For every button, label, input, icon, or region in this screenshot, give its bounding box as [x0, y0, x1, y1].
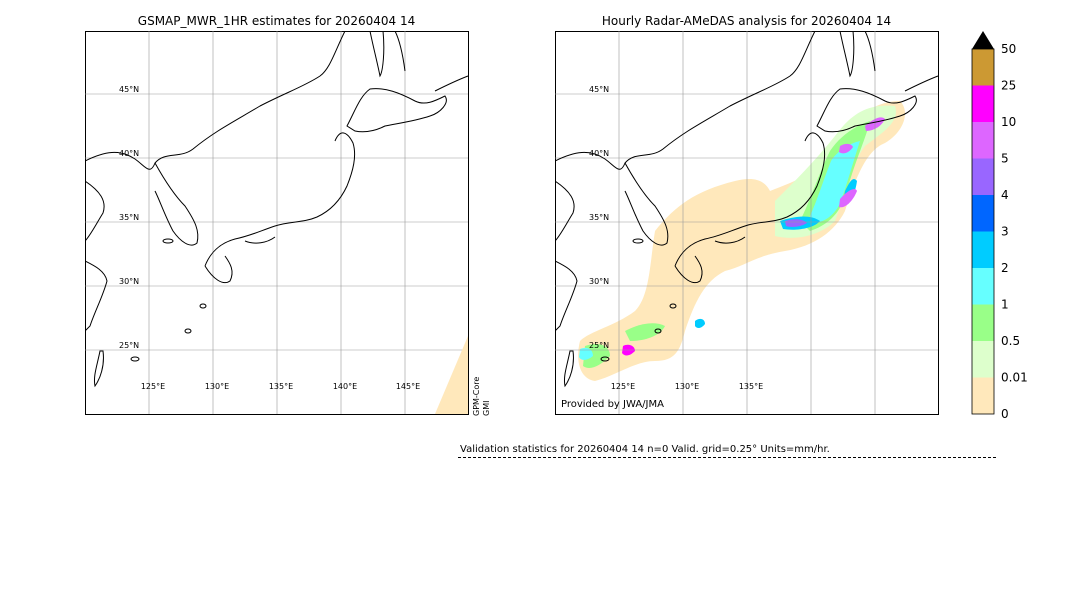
- lon-label: 145°E: [396, 382, 420, 391]
- colorbar-swatch: [972, 85, 994, 122]
- colorbar-swatch: [972, 195, 994, 232]
- data-credit: Provided by JWA/JMA: [561, 399, 664, 410]
- lat-label: 25°N: [589, 341, 609, 350]
- colorbar: 50 25 10 5 4 3 2 1 0.5 0.01 0: [971, 31, 1028, 421]
- svg-text:GPM-Core: GPM-Core: [472, 377, 481, 416]
- colorbar-label: 0: [1001, 407, 1009, 421]
- right-precip-field: [578, 101, 905, 381]
- colorbar-labels: 50 25 10 5 4 3 2 1 0.5 0.01 0: [1001, 42, 1028, 421]
- right-coastlines: [555, 31, 939, 332]
- colorbar-label: 2: [1001, 261, 1009, 275]
- left-lat-labels: 45°N 40°N 35°N 30°N 25°N: [119, 85, 139, 350]
- colorbar-label: 50: [1001, 42, 1016, 56]
- lat-label: 30°N: [589, 277, 609, 286]
- colorbar-swatch: [972, 304, 994, 341]
- left-map: 45°N 40°N 35°N 30°N 25°N 125°E 130°E 135…: [85, 31, 469, 415]
- colorbar-swatch: [972, 49, 994, 86]
- lon-label: 140°E: [333, 382, 357, 391]
- right-map: 45°N 40°N 35°N 30°N 25°N 125°E 130°E 135…: [555, 31, 939, 415]
- right-map-title: Hourly Radar-AMeDAS analysis for 2026040…: [601, 14, 892, 28]
- right-lon-labels: 125°E 130°E 135°E: [611, 382, 763, 391]
- colorbar-label: 4: [1001, 188, 1009, 202]
- sensor-label: GPM-Core GMI: [472, 377, 491, 416]
- left-gridlines: [85, 31, 468, 414]
- lon-label: 130°E: [205, 382, 229, 391]
- colorbar-blocks: [972, 49, 994, 414]
- lon-label: 130°E: [675, 382, 699, 391]
- lat-label: 40°N: [119, 149, 139, 158]
- svg-text:GMI: GMI: [482, 401, 491, 416]
- colorbar-label: 1: [1001, 298, 1009, 312]
- colorbar-swatch: [972, 341, 994, 378]
- colorbar-label: 3: [1001, 225, 1009, 239]
- lat-label: 45°N: [119, 85, 139, 94]
- colorbar-label: 10: [1001, 115, 1016, 129]
- left-precip-patch: [435, 336, 468, 414]
- right-lat-labels: 45°N 40°N 35°N 30°N 25°N: [589, 85, 609, 350]
- colorbar-label: 25: [1001, 79, 1016, 93]
- lon-label: 125°E: [611, 382, 635, 391]
- left-coastlines: [85, 31, 469, 332]
- colorbar-swatch: [972, 158, 994, 195]
- colorbar-swatch: [972, 122, 994, 159]
- lon-label: 135°E: [269, 382, 293, 391]
- colorbar-swatch: [972, 268, 994, 305]
- colorbar-swatch: [972, 377, 994, 414]
- lon-label: 125°E: [141, 382, 165, 391]
- colorbar-label: 0.01: [1001, 371, 1028, 385]
- stats-divider: [458, 457, 996, 458]
- colorbar-label: 5: [1001, 152, 1009, 166]
- colorbar-extend-arrow: [972, 31, 994, 49]
- colorbar-label: 0.5: [1001, 334, 1020, 348]
- validation-statistics: Validation statistics for 20260404 14 n=…: [460, 444, 830, 455]
- lat-label: 35°N: [589, 213, 609, 222]
- colorbar-swatch: [972, 231, 994, 268]
- right-gridlines: [555, 31, 938, 414]
- lat-label: 45°N: [589, 85, 609, 94]
- left-map-title: GSMAP_MWR_1HR estimates for 20260404 14: [137, 14, 416, 28]
- left-lon-labels: 125°E 130°E 135°E 140°E 145°E: [141, 382, 420, 391]
- lat-label: 30°N: [119, 277, 139, 286]
- lat-label: 25°N: [119, 341, 139, 350]
- lat-label: 35°N: [119, 213, 139, 222]
- lat-label: 40°N: [589, 149, 609, 158]
- lon-label: 135°E: [739, 382, 763, 391]
